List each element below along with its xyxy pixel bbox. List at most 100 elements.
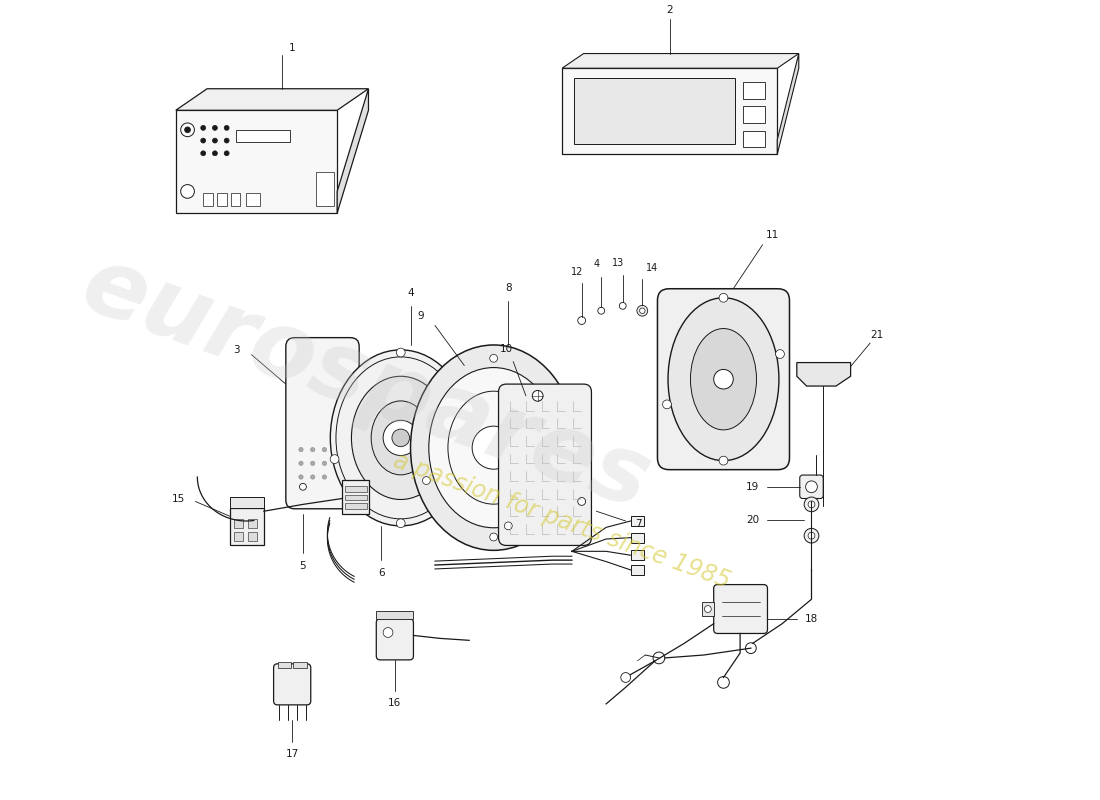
Bar <box>630 565 645 575</box>
Text: 18: 18 <box>805 614 818 624</box>
Bar <box>742 130 764 147</box>
Bar <box>248 532 257 541</box>
Text: 20: 20 <box>746 515 759 525</box>
Circle shape <box>299 475 304 479</box>
Text: 13: 13 <box>612 258 624 268</box>
Bar <box>376 611 414 619</box>
Bar <box>342 480 370 514</box>
Polygon shape <box>778 54 799 154</box>
Polygon shape <box>176 89 368 110</box>
Circle shape <box>396 519 405 528</box>
Circle shape <box>639 308 645 314</box>
Bar <box>316 172 334 206</box>
FancyBboxPatch shape <box>498 384 592 546</box>
Circle shape <box>322 461 327 466</box>
Bar <box>294 662 307 668</box>
Circle shape <box>200 126 206 130</box>
Circle shape <box>383 628 393 638</box>
Circle shape <box>804 528 818 543</box>
Bar <box>277 662 292 668</box>
Bar <box>345 503 366 510</box>
Circle shape <box>532 390 543 402</box>
Text: 14: 14 <box>646 262 658 273</box>
Text: 11: 11 <box>766 230 779 240</box>
Bar <box>230 508 264 546</box>
Polygon shape <box>562 54 799 68</box>
Circle shape <box>578 317 585 325</box>
Text: 12: 12 <box>571 266 583 277</box>
Bar <box>233 519 243 528</box>
Text: eurospares: eurospares <box>70 238 663 530</box>
Text: 7: 7 <box>635 519 641 529</box>
Circle shape <box>490 354 497 362</box>
Circle shape <box>212 126 218 130</box>
Circle shape <box>180 185 195 198</box>
Text: 1: 1 <box>288 42 295 53</box>
Circle shape <box>322 475 327 479</box>
Circle shape <box>490 533 497 541</box>
Circle shape <box>719 294 728 302</box>
Circle shape <box>472 426 515 469</box>
Text: 15: 15 <box>172 494 186 503</box>
Circle shape <box>714 370 734 389</box>
Bar <box>345 494 366 501</box>
Circle shape <box>597 307 605 314</box>
Text: 10: 10 <box>499 344 513 354</box>
Circle shape <box>322 447 327 452</box>
Circle shape <box>330 454 339 463</box>
Bar <box>742 106 764 123</box>
Circle shape <box>299 447 304 452</box>
Ellipse shape <box>429 367 559 528</box>
Text: a passion for parts since 1985: a passion for parts since 1985 <box>390 449 734 594</box>
FancyBboxPatch shape <box>714 585 768 634</box>
Ellipse shape <box>668 298 779 461</box>
Ellipse shape <box>410 345 576 550</box>
Circle shape <box>662 400 671 409</box>
Text: 4: 4 <box>407 288 414 298</box>
Circle shape <box>299 483 307 490</box>
Text: 2: 2 <box>667 5 673 14</box>
Circle shape <box>776 350 784 358</box>
FancyBboxPatch shape <box>376 619 414 660</box>
Polygon shape <box>338 89 368 213</box>
Circle shape <box>310 461 315 466</box>
Circle shape <box>185 127 190 133</box>
Circle shape <box>704 606 712 613</box>
Bar <box>702 602 714 616</box>
Text: 9: 9 <box>417 310 424 321</box>
Bar <box>630 550 645 560</box>
Circle shape <box>717 677 729 688</box>
Bar <box>630 516 645 526</box>
Text: 19: 19 <box>746 482 759 492</box>
Bar <box>236 130 290 142</box>
Circle shape <box>392 429 409 446</box>
Circle shape <box>212 138 218 143</box>
Bar <box>742 82 764 98</box>
Bar <box>233 532 243 541</box>
FancyBboxPatch shape <box>658 289 790 470</box>
Circle shape <box>224 138 229 143</box>
Ellipse shape <box>371 401 430 475</box>
Circle shape <box>200 151 206 156</box>
Bar <box>231 194 241 206</box>
Text: 6: 6 <box>378 568 385 578</box>
Circle shape <box>619 302 626 310</box>
Text: 16: 16 <box>388 698 401 708</box>
FancyBboxPatch shape <box>800 475 823 498</box>
Circle shape <box>746 642 756 654</box>
Circle shape <box>719 456 728 465</box>
FancyBboxPatch shape <box>286 338 360 509</box>
Bar <box>246 194 260 206</box>
Bar <box>345 486 366 492</box>
Bar <box>217 194 227 206</box>
Text: 4: 4 <box>593 259 600 269</box>
Text: 8: 8 <box>505 283 512 294</box>
Circle shape <box>505 522 513 530</box>
Circle shape <box>805 481 817 493</box>
Text: 17: 17 <box>286 749 299 758</box>
Circle shape <box>180 123 195 137</box>
Polygon shape <box>796 362 850 386</box>
Circle shape <box>396 348 405 357</box>
Text: 21: 21 <box>870 330 883 340</box>
Bar <box>562 68 778 154</box>
